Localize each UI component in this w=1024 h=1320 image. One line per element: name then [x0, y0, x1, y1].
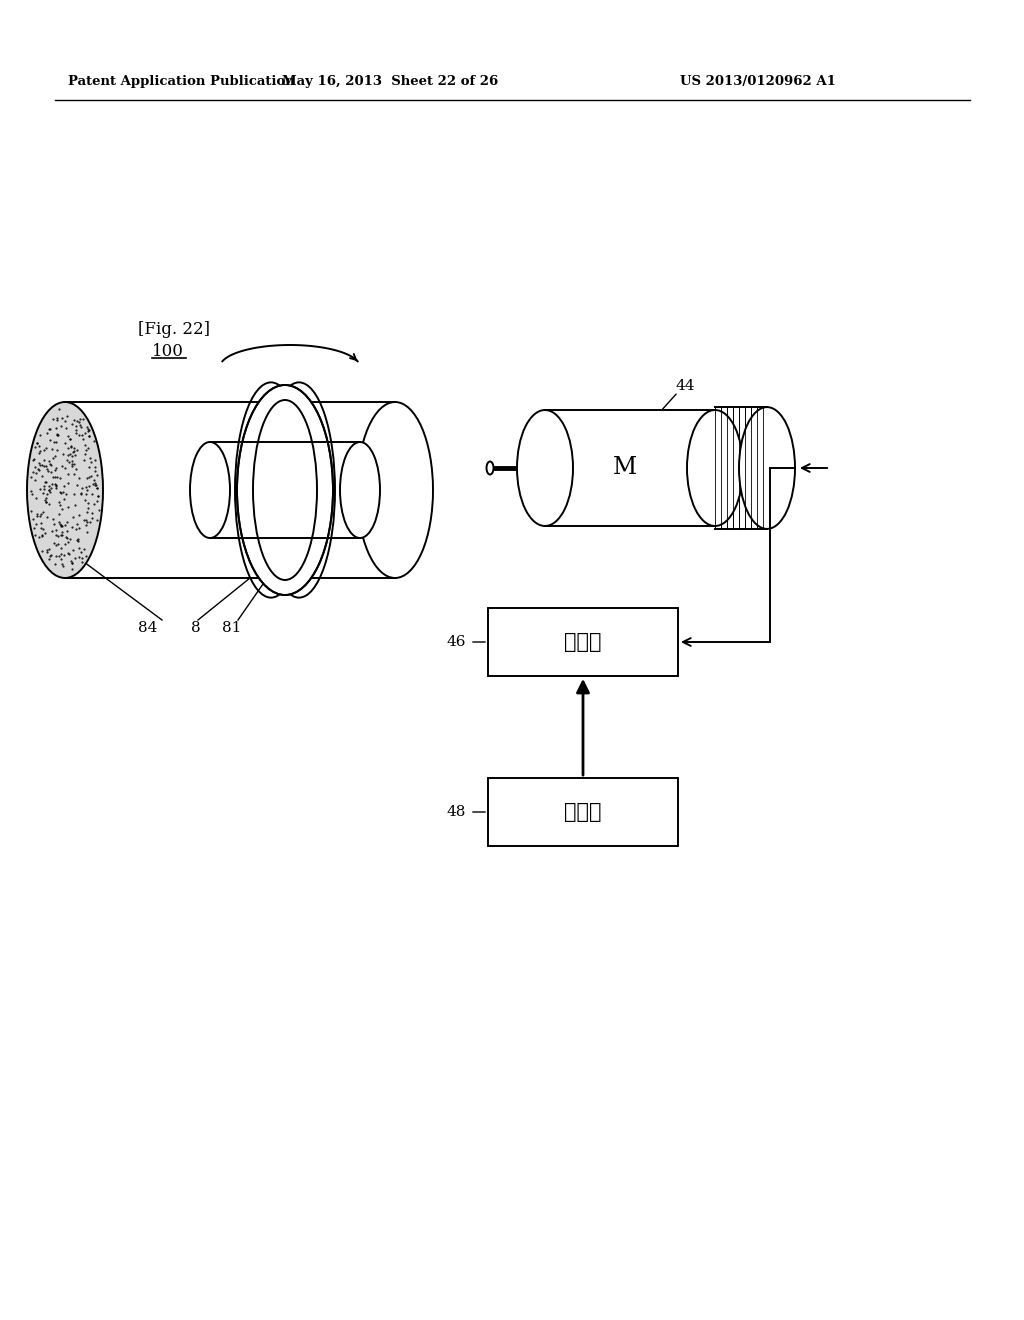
Ellipse shape — [739, 407, 795, 529]
Text: 제어부: 제어부 — [564, 632, 602, 652]
Bar — [488, 609, 678, 676]
Ellipse shape — [687, 411, 743, 525]
Ellipse shape — [27, 403, 103, 578]
Text: 100: 100 — [152, 343, 184, 360]
Ellipse shape — [237, 385, 333, 595]
Text: M: M — [613, 457, 637, 479]
Bar — [488, 777, 678, 846]
Text: May 16, 2013  Sheet 22 of 26: May 16, 2013 Sheet 22 of 26 — [282, 75, 498, 88]
Text: Patent Application Publication: Patent Application Publication — [68, 75, 295, 88]
Text: 81: 81 — [222, 620, 242, 635]
Ellipse shape — [340, 442, 380, 539]
Ellipse shape — [190, 442, 230, 539]
Text: 46: 46 — [446, 635, 466, 649]
Text: 8: 8 — [191, 620, 201, 635]
Ellipse shape — [517, 411, 573, 525]
Text: US 2013/0120962 A1: US 2013/0120962 A1 — [680, 75, 836, 88]
Text: 조작부: 조작부 — [564, 803, 602, 822]
Ellipse shape — [357, 403, 433, 578]
Text: 44: 44 — [675, 379, 694, 393]
Ellipse shape — [253, 400, 317, 579]
Text: 84: 84 — [138, 620, 158, 635]
Text: [Fig. 22]: [Fig. 22] — [138, 322, 210, 338]
Text: 48: 48 — [446, 805, 466, 818]
Ellipse shape — [486, 462, 494, 474]
